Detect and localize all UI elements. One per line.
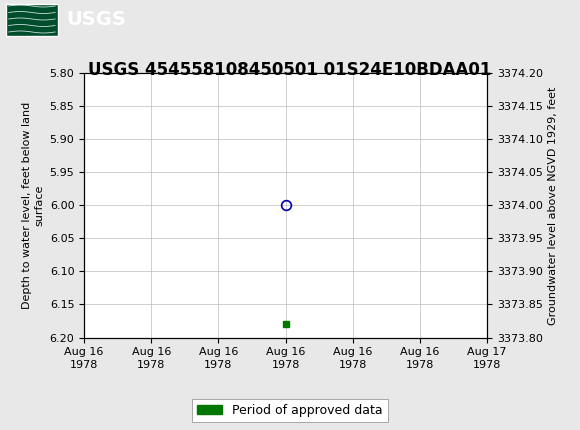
Text: USGS 454558108450501 01S24E10BDAA01: USGS 454558108450501 01S24E10BDAA01 bbox=[88, 61, 492, 80]
Y-axis label: Groundwater level above NGVD 1929, feet: Groundwater level above NGVD 1929, feet bbox=[549, 86, 559, 325]
Bar bbox=[6, 4, 58, 36]
Legend: Period of approved data: Period of approved data bbox=[192, 399, 388, 421]
Y-axis label: Depth to water level, feet below land
surface: Depth to water level, feet below land su… bbox=[23, 102, 44, 309]
Text: USGS: USGS bbox=[67, 10, 126, 30]
